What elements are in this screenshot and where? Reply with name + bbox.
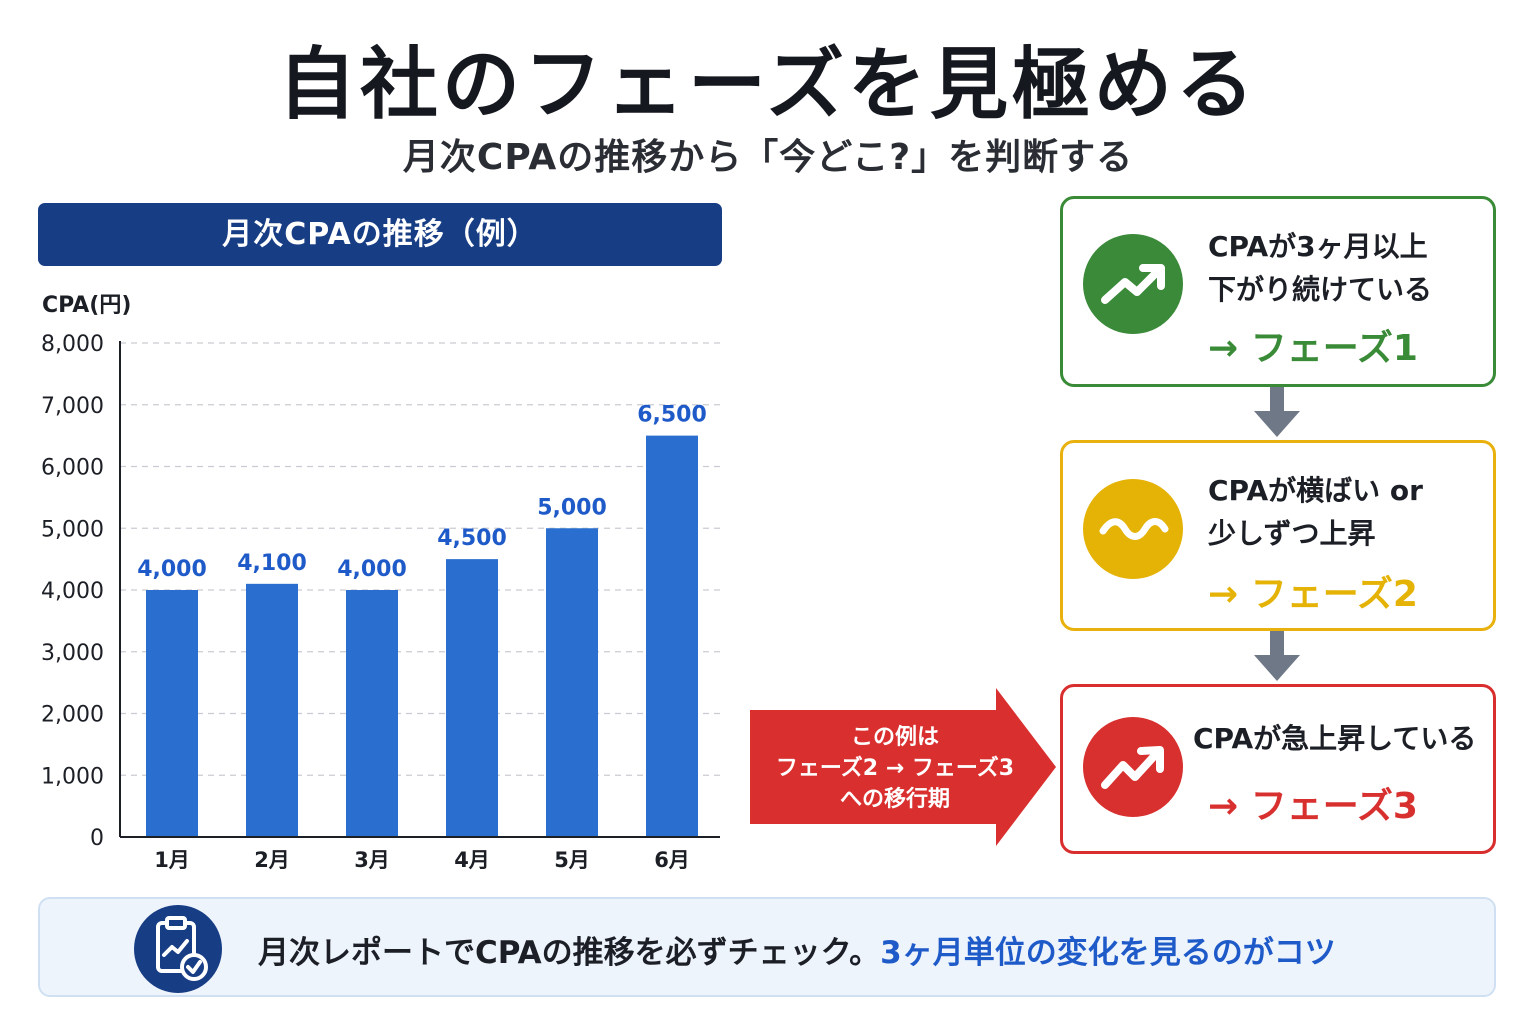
transition-callout: この例は フェーズ2 → フェーズ3 への移行期	[750, 688, 1056, 846]
cpa-bar-chart: 4,000 4,100 4,000 4,500 5,000 6,500 0 1,000 2,0…	[41, 332, 720, 872]
x-tick-label: 2月	[254, 848, 290, 872]
footer-highlight-text: 3ヶ月単位の変化を見るのがコツ	[880, 935, 1336, 971]
bar-value-label: 4,100	[237, 551, 307, 576]
page-title: 自社のフェーズを見極める	[277, 40, 1259, 130]
bar	[346, 590, 398, 837]
chart-header: 月次CPAの推移（例）	[38, 203, 722, 266]
y-tick-label: 5,000	[41, 517, 104, 542]
phase-2-description: CPAが横ばい or 少しずつ上昇	[1208, 474, 1423, 550]
x-tick-label: 5月	[554, 848, 590, 872]
x-tick-label: 1月	[154, 848, 190, 872]
bar-value-label: 6,500	[637, 403, 707, 428]
phase-2-result: → フェーズ2	[1208, 574, 1418, 615]
clipboard-chart-icon	[134, 905, 222, 993]
phase-3-card: CPAが急上昇している → フェーズ3	[1060, 684, 1496, 854]
bar-value-label: 5,000	[537, 495, 607, 520]
footer-text: 月次レポートでCPAの推移を必ずチェック。3ヶ月単位の変化を見るのがコツ	[258, 927, 1336, 972]
x-tick-label: 6月	[654, 848, 690, 872]
right-arrow-icon	[750, 688, 1056, 846]
y-tick-label: 6,000	[41, 456, 104, 481]
down-arrow-icon	[1254, 631, 1300, 681]
y-tick-label: 0	[90, 826, 104, 851]
footer-main-text: 月次レポートでCPAの推移を必ずチェック。	[258, 935, 881, 971]
wave-icon	[1083, 479, 1183, 579]
phase-1-description: CPAが3ヶ月以上 下がり続けている	[1208, 230, 1433, 306]
phase-1-card: CPAが3ヶ月以上 下がり続けている → フェーズ1	[1060, 196, 1496, 387]
down-arrow-icon	[1254, 387, 1300, 437]
bar	[446, 559, 498, 837]
y-axis-label: CPA(円)	[42, 293, 132, 318]
phase-1-result: → フェーズ1	[1208, 328, 1418, 369]
phase-2-card: CPAが横ばい or 少しずつ上昇 → フェーズ2	[1060, 440, 1496, 631]
trend-up-icon	[1083, 234, 1183, 334]
bar-value-label: 4,000	[337, 557, 407, 582]
y-tick-label: 1,000	[41, 764, 104, 789]
y-tick-label: 2,000	[41, 703, 104, 728]
trend-up-icon	[1083, 717, 1183, 817]
phase-3-result: → フェーズ3	[1208, 786, 1418, 827]
y-tick-label: 3,000	[41, 641, 104, 666]
phase-3-description: CPAが急上昇している	[1193, 722, 1477, 755]
x-tick-label: 3月	[354, 848, 390, 872]
bar	[646, 435, 698, 837]
bar	[146, 590, 198, 837]
y-tick-label: 8,000	[41, 332, 104, 357]
bar	[546, 528, 598, 837]
bar-value-label: 4,000	[137, 557, 207, 582]
bar-value-label: 4,500	[437, 526, 507, 551]
y-tick-label: 7,000	[41, 394, 104, 419]
callout-text: この例は フェーズ2 → フェーズ3 への移行期	[775, 725, 1015, 812]
y-tick-label: 4,000	[41, 579, 104, 604]
x-tick-label: 4月	[454, 848, 490, 872]
footer-tip: 月次レポートでCPAの推移を必ずチェック。3ヶ月単位の変化を見るのがコツ	[38, 897, 1496, 997]
bar	[246, 583, 298, 837]
page-subtitle: 月次CPAの推移から「今どこ?」を判断する	[402, 137, 1134, 178]
